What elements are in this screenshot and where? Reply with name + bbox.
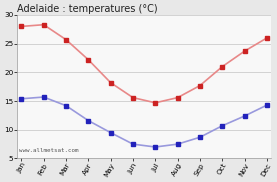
Text: Adelaide : temperatures (°C): Adelaide : temperatures (°C) (17, 4, 158, 14)
Text: www.allmetsat.com: www.allmetsat.com (19, 148, 79, 153)
